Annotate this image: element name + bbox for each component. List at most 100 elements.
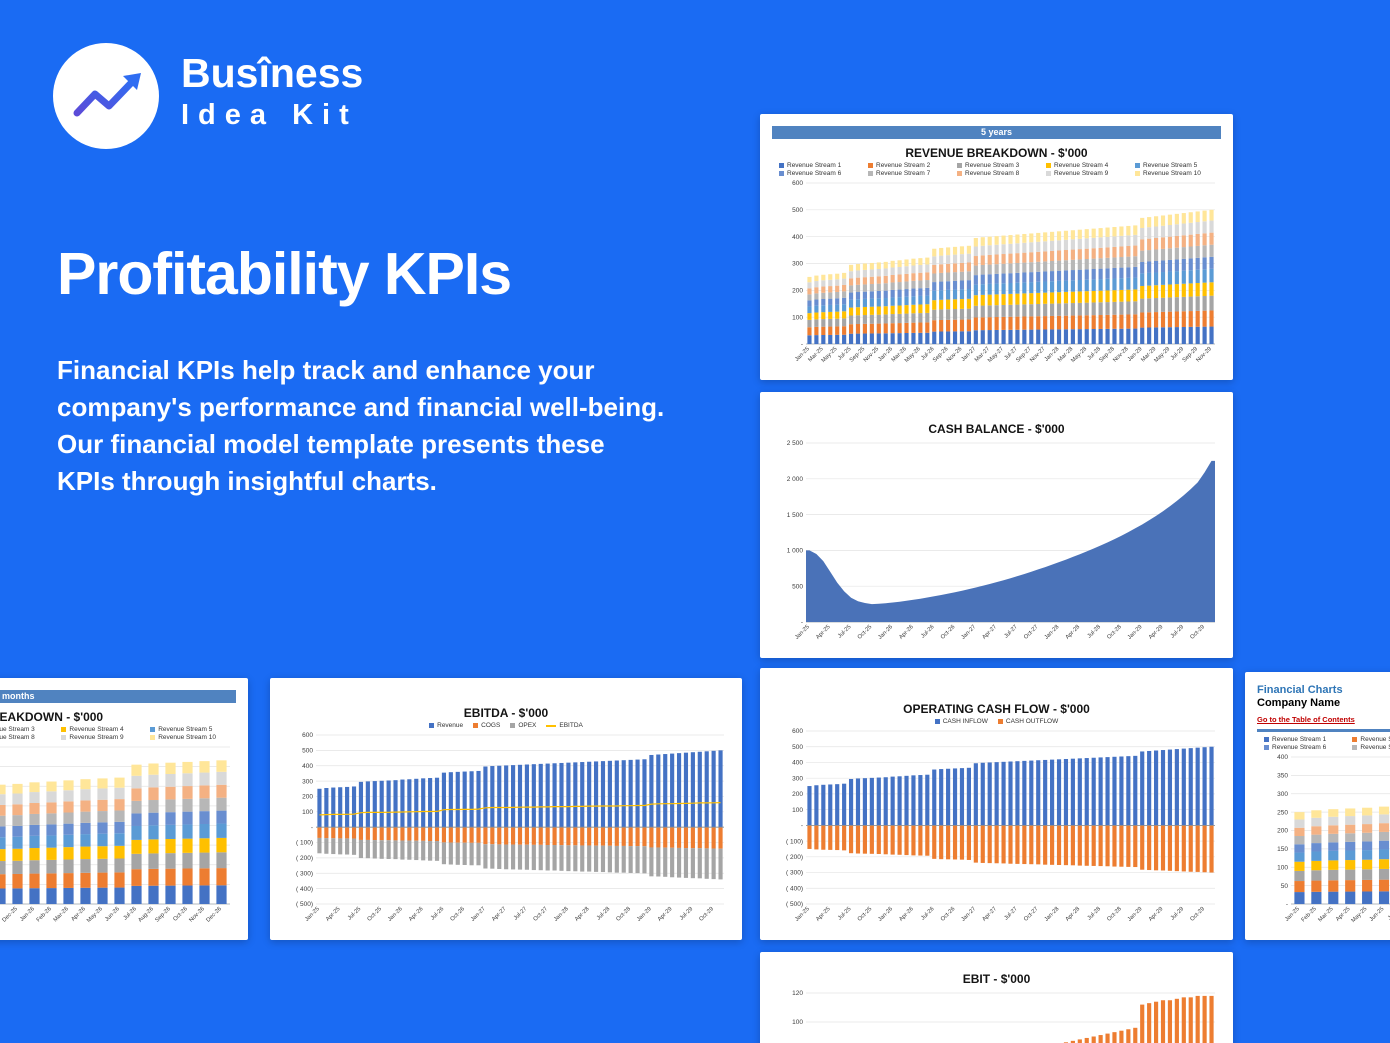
svg-text:Apr-28: Apr-28 <box>574 906 591 923</box>
svg-text:100: 100 <box>302 809 313 816</box>
svg-text:Jul-25: Jul-25 <box>347 906 362 921</box>
svg-text:Oct-29: Oct-29 <box>1189 906 1206 923</box>
svg-text:Apr-26: Apr-26 <box>898 624 915 641</box>
svg-text:Oct-29: Oct-29 <box>698 906 715 923</box>
chart-legend: Revenue COGS OPEX EBITDA <box>280 722 732 729</box>
svg-text:Jan-29: Jan-29 <box>636 906 653 923</box>
svg-text:Jul-25: Jul-25 <box>837 906 852 921</box>
svg-text:Apr-28: Apr-28 <box>1065 906 1082 923</box>
legend-swatch <box>429 723 435 728</box>
legend-swatch <box>1046 171 1051 176</box>
svg-text:Jan-28: Jan-28 <box>1044 906 1061 923</box>
svg-text:Oct-28: Oct-28 <box>615 906 632 923</box>
svg-text:Jul-29: Jul-29 <box>1170 906 1185 921</box>
svg-text:Apr-29: Apr-29 <box>657 906 674 923</box>
legend-item: Revenue Stream 2 <box>868 162 947 169</box>
svg-text:Jul-29: Jul-29 <box>679 906 694 921</box>
revenue-breakdown-5y-plot: 600500400300200100-Jan-25Mar-25May-25Jul… <box>792 180 1215 364</box>
card-operating-cash-flow: OPERATING CASH FLOW - $'000 CASH INFLOW C… <box>760 668 1233 940</box>
svg-text:( 500): ( 500) <box>786 901 803 908</box>
svg-text:-: - <box>801 823 803 830</box>
brand-wordmark: Busîness Idea Kit <box>181 51 363 132</box>
svg-text:Jul-27: Jul-27 <box>513 906 528 921</box>
sheet-title: Financial Charts <box>1257 684 1343 696</box>
svg-text:2 000: 2 000 <box>787 476 804 483</box>
svg-text:Jan-27: Jan-27 <box>960 906 977 923</box>
brand-logo <box>53 43 159 149</box>
legend-item: CASH INFLOW <box>934 718 988 725</box>
cash-balance-chart: 2 500 2 000 1 500 1 000 500 - Jan-25 Apr-25 Jul-… <box>770 438 1223 652</box>
svg-text:Jan-26: Jan-26 <box>387 906 404 923</box>
period-badge <box>1257 729 1390 732</box>
svg-text:200: 200 <box>792 791 803 798</box>
card-revenue-breakdown-24m: 24 months REVENUE BREAKDOWN - $'000 Reve… <box>0 678 248 940</box>
operating-cash-flow-plot: 600 500 400 300 200 100 - ( 100) ( 200) ( 300) ( 4… <box>786 728 1215 923</box>
svg-text:Jul-25: Jul-25 <box>837 624 852 639</box>
legend-swatch <box>1264 737 1270 742</box>
svg-text:100: 100 <box>792 314 803 321</box>
svg-text:1 000: 1 000 <box>787 548 804 555</box>
table-of-contents-link[interactable]: Go to the Table of Contents <box>1257 715 1355 724</box>
svg-text:( 100): ( 100) <box>786 838 803 845</box>
legend-item: Revenue Stream 3 <box>0 726 35 733</box>
svg-text:( 300): ( 300) <box>296 870 313 877</box>
legend-swatch <box>61 727 67 732</box>
svg-text:200: 200 <box>302 794 313 801</box>
svg-text:Apr-28: Apr-28 <box>1065 624 1082 641</box>
legend-item: Revenue Stream 2 <box>1352 736 1390 743</box>
svg-text:Nov-26: Nov-26 <box>946 346 963 363</box>
legend-item: Revenue Stream 5 <box>1135 162 1214 169</box>
svg-text:Feb-25: Feb-25 <box>1301 906 1318 923</box>
chart-title: EBIT - $'000 <box>962 972 1031 986</box>
svg-text:Oct-27: Oct-27 <box>1023 624 1040 641</box>
svg-text:( 500): ( 500) <box>296 901 313 908</box>
legend-item: Revenue Stream 10 <box>150 734 229 741</box>
svg-text:Jul-27: Jul-27 <box>1003 906 1018 921</box>
financial-charts-mini-chart: 400 350 300 250 200 150 100 50 - Jan-25 Feb-25 Mar-… <box>1255 752 1390 934</box>
legend-item: EBITDA <box>546 722 583 729</box>
legend-item: Revenue Stream 1 <box>1264 736 1342 743</box>
legend-item: Revenue Stream 4 <box>1046 162 1125 169</box>
card-financial-charts-sheet: Financial Charts Company Name Go to the … <box>1245 672 1390 940</box>
svg-text:Jan-28: Jan-28 <box>1044 624 1061 641</box>
svg-text:2 500: 2 500 <box>787 440 804 447</box>
financial-charts-mini-plot: 400 350 300 250 200 150 100 50 -Jan-25 Feb-25 Mar-… <box>1277 754 1390 924</box>
svg-text:( 300): ( 300) <box>786 870 803 877</box>
legend-item: COGS <box>473 722 500 729</box>
svg-text:500: 500 <box>792 744 803 751</box>
svg-text:100: 100 <box>792 1019 803 1026</box>
svg-text:Oct-26: Oct-26 <box>172 906 189 923</box>
legend-swatch <box>150 727 156 732</box>
legend-item: Revenue Stream 7 <box>1352 744 1390 751</box>
svg-text:May-25: May-25 <box>1351 906 1369 924</box>
svg-text:Apr-26: Apr-26 <box>70 906 87 923</box>
svg-text:May-25: May-25 <box>821 346 839 364</box>
svg-text:Oct-25: Oct-25 <box>857 624 874 641</box>
card-ebitda: EBITDA - $'000 Revenue COGS OPEX EBITDA 600… <box>270 678 742 940</box>
chart-legend: CASH INFLOW CASH OUTFLOW <box>770 718 1223 725</box>
company-name: Company Name <box>1257 697 1341 709</box>
svg-text:Jan-27: Jan-27 <box>960 624 977 641</box>
page-title: Profitability KPIs <box>57 241 512 307</box>
svg-text:Oct-27: Oct-27 <box>533 906 550 923</box>
svg-text:Oct-26: Oct-26 <box>940 906 957 923</box>
svg-text:Jul-28: Jul-28 <box>596 906 611 921</box>
chart-title: CASH BALANCE - $'000 <box>928 422 1065 436</box>
svg-text:Oct-26: Oct-26 <box>940 624 957 641</box>
svg-text:May-26: May-26 <box>904 346 922 364</box>
svg-text:Apr-29: Apr-29 <box>1148 906 1165 923</box>
card-revenue-breakdown-5y: 5 years REVENUE BREAKDOWN - $'000 Revenu… <box>760 114 1233 380</box>
svg-text:Jun-25: Jun-25 <box>1369 906 1386 923</box>
svg-text:Apr-26: Apr-26 <box>898 906 915 923</box>
svg-text:( 400): ( 400) <box>296 886 313 893</box>
svg-text:Aug-26: Aug-26 <box>137 906 154 923</box>
svg-text:200: 200 <box>1277 828 1288 835</box>
svg-text:May-26: May-26 <box>86 906 104 924</box>
svg-text:Oct-28: Oct-28 <box>1106 906 1123 923</box>
period-badge: 24 months <box>0 690 236 703</box>
svg-text:300: 300 <box>302 778 313 785</box>
svg-text:100: 100 <box>1277 864 1288 871</box>
svg-text:-: - <box>311 824 313 831</box>
